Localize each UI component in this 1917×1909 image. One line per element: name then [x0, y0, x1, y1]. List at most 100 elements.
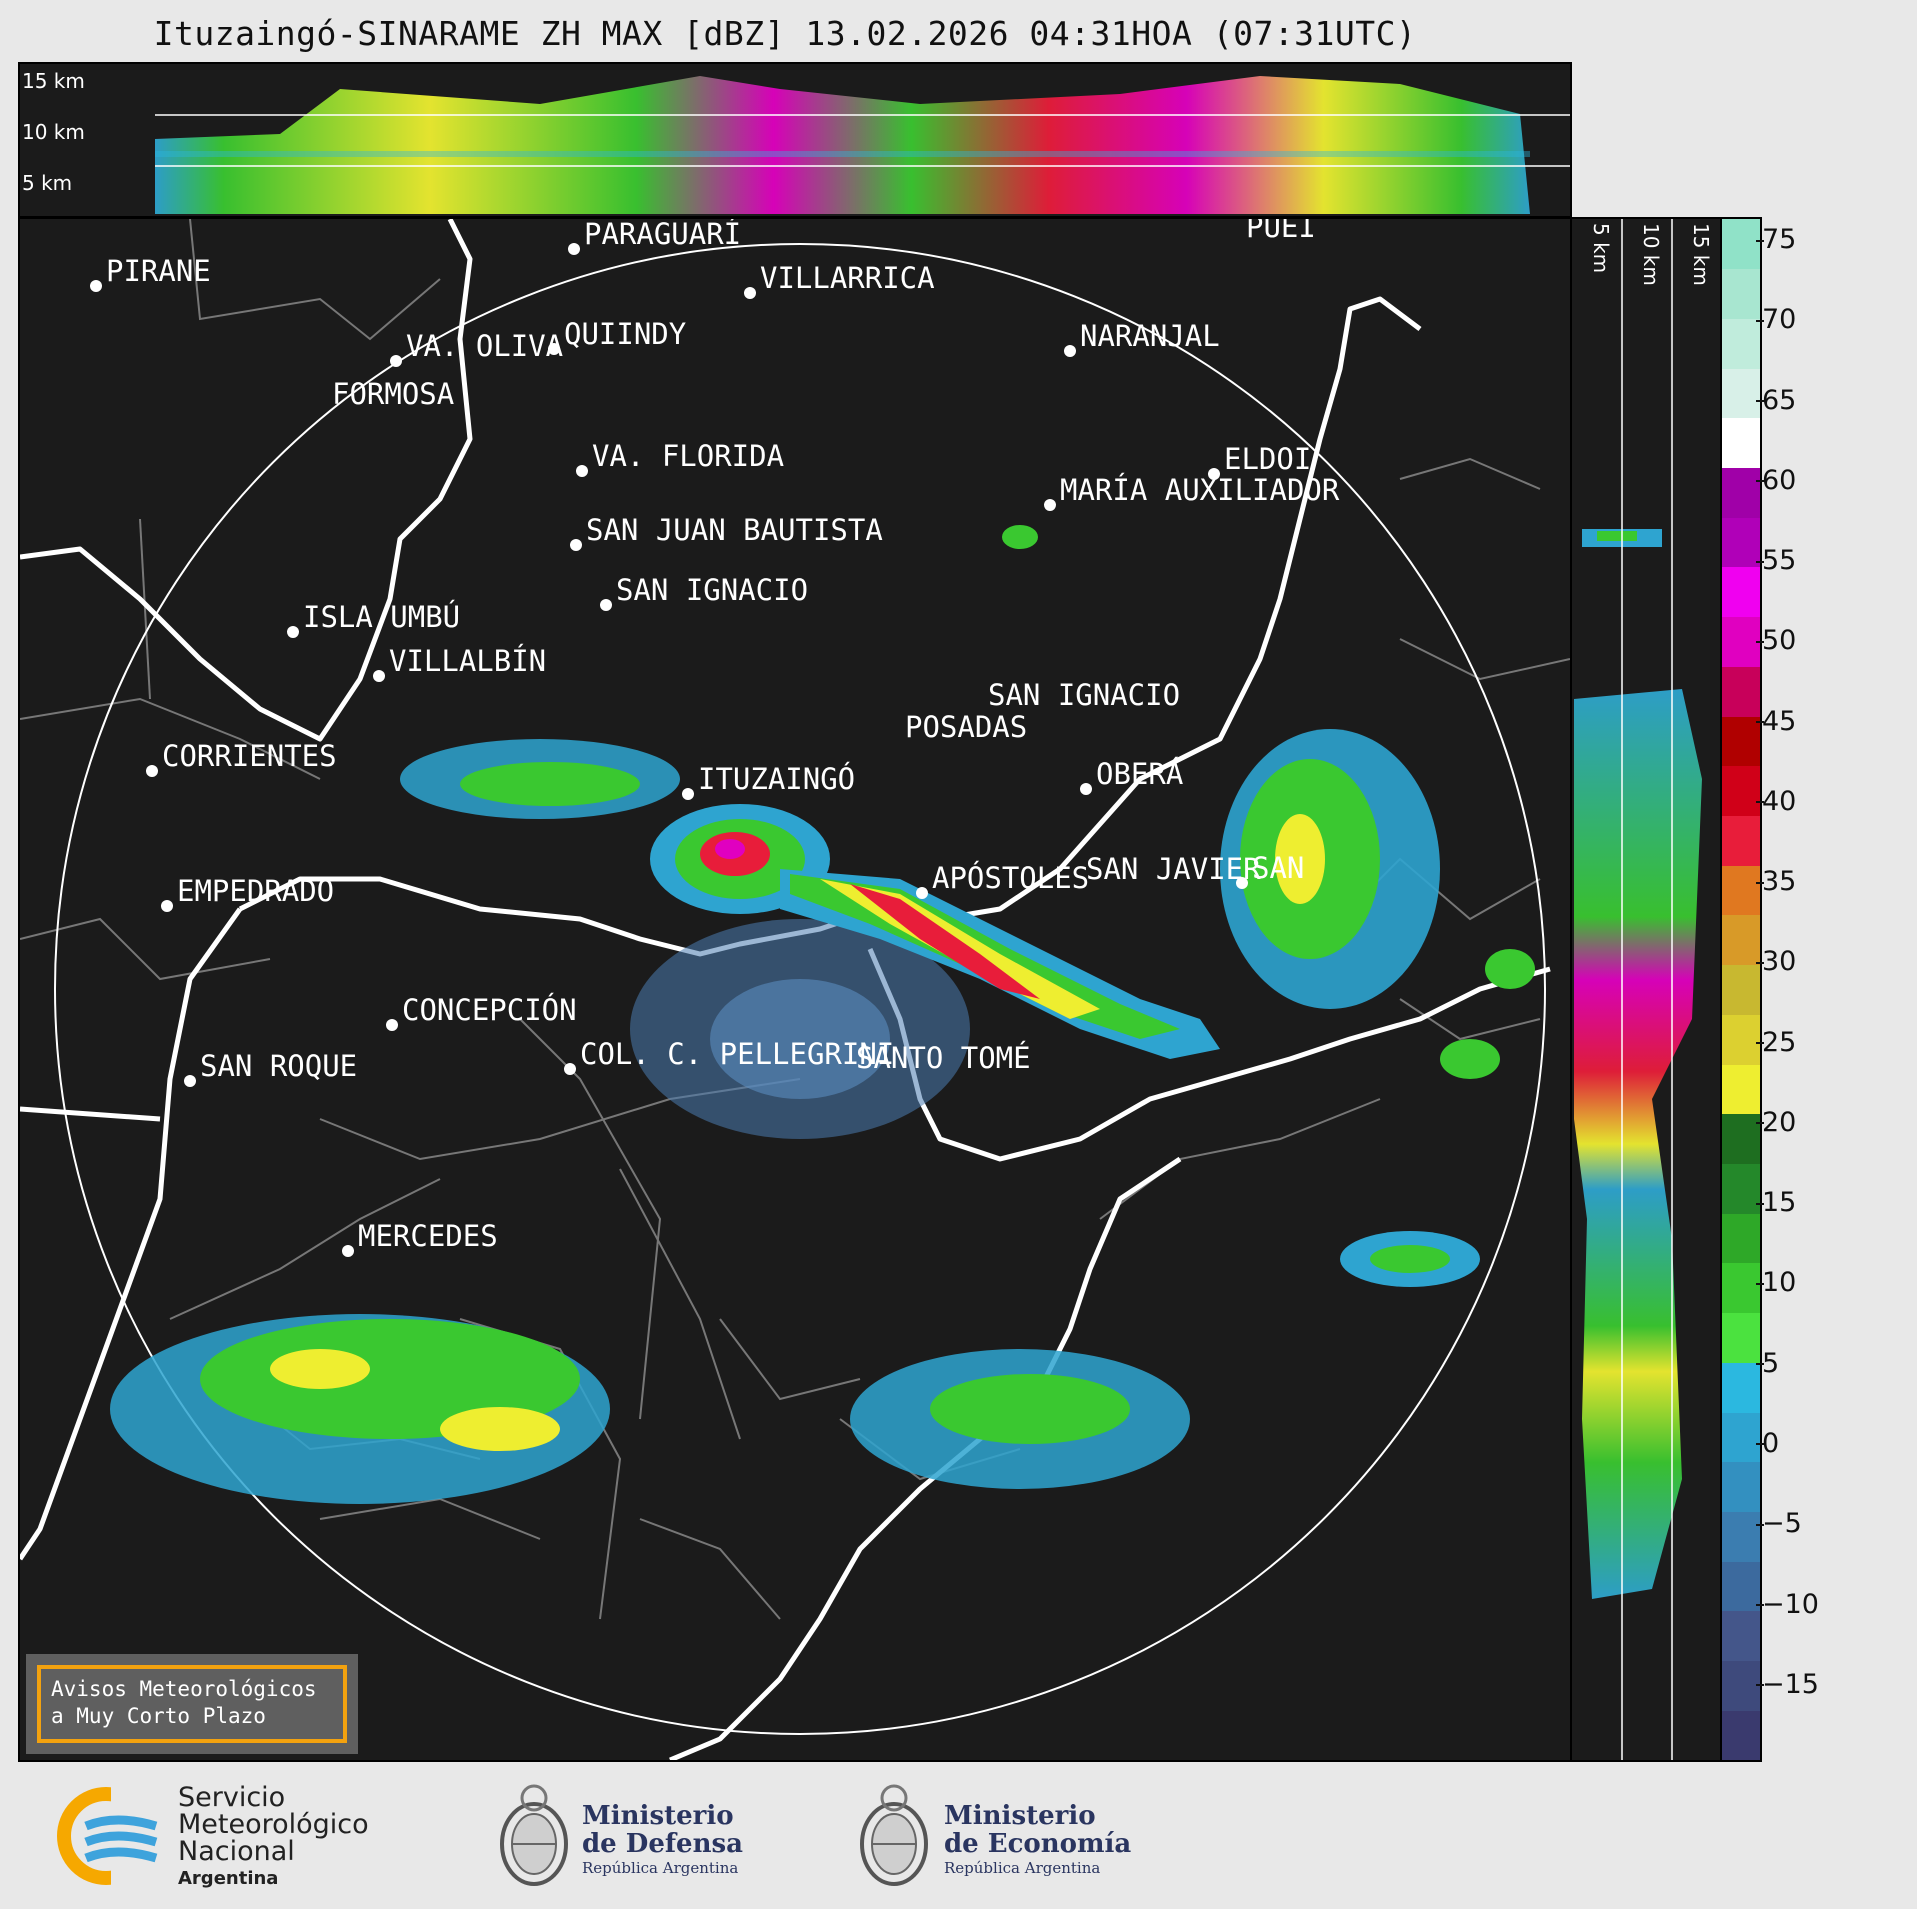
colorbar-tick-label: 5 — [1755, 1347, 1780, 1379]
city-marker — [146, 765, 158, 777]
city-label: MERCEDES — [358, 1219, 498, 1253]
city-marker — [744, 287, 756, 299]
colorbar-tick-label: −15 — [1756, 1668, 1819, 1700]
colorbar-segment — [1722, 964, 1760, 1015]
height-label-5km-v: 5 km — [1589, 223, 1613, 273]
city-label: SANTO TOMÉ — [856, 1041, 1031, 1075]
city-marker — [184, 1075, 196, 1087]
city-marker — [90, 280, 102, 292]
city-marker — [287, 626, 299, 638]
colorbar-segment — [1722, 368, 1760, 419]
colorbar-tick-label: 60 — [1755, 464, 1797, 496]
colorbar-segment — [1722, 1014, 1760, 1065]
chart-title: Ituzaingó-SINARAME ZH MAX [dBZ] 13.02.20… — [153, 14, 1417, 53]
colorbar-tick-label: 20 — [1755, 1106, 1797, 1138]
colorbar-segment — [1722, 914, 1760, 966]
height-label-5km: 5 km — [22, 171, 72, 195]
colorbar-segment — [1722, 566, 1760, 618]
precipitation-echoes — [110, 525, 1535, 1504]
argentina-seal-icon-2 — [860, 1784, 928, 1886]
city-label: SAN JUAN BAUTISTA — [586, 513, 883, 547]
colorbar-tick-label: −10 — [1756, 1588, 1819, 1620]
defensa-wordmark: Ministerio de Defensa República Argentin… — [582, 1801, 743, 1877]
colorbar-tick-label: 25 — [1755, 1026, 1797, 1058]
notice-box: Avisos Meteorológicos a Muy Corto Plazo — [26, 1654, 358, 1754]
city-label: ITUZAINGÓ — [698, 762, 855, 796]
city-label: CORRIENTES — [162, 739, 337, 773]
city-label: SAN IGNACIO — [988, 678, 1180, 712]
height-label-15km-v: 15 km — [1689, 223, 1713, 286]
colorbar-segment — [1722, 1312, 1760, 1363]
city-label: FORMOSA — [332, 377, 454, 411]
radar-map[interactable]: PIRANE PARAGUARÍ VILLARRICA PUEI VA. OLIVA QU… — [18, 217, 1572, 1762]
city-label: CONCEPCIÓN — [402, 993, 577, 1027]
colorbar-tick-label: −5 — [1756, 1508, 1802, 1540]
city-label: SAN — [1252, 851, 1304, 885]
city-marker — [1236, 877, 1248, 889]
colorbar-segment — [1722, 517, 1760, 568]
city-marker — [568, 243, 580, 255]
colorbar-tick-label: 55 — [1755, 545, 1797, 577]
colorbar-segment — [1722, 1461, 1760, 1512]
colorbar-segment — [1722, 318, 1760, 369]
city-label: APÓSTOLES — [932, 861, 1089, 895]
colorbar-segment — [1722, 1064, 1760, 1115]
city-marker — [1208, 468, 1220, 480]
argentina-seal-icon — [500, 1784, 568, 1886]
echo-profile-vertical — [1574, 689, 1702, 1599]
colorbar-segment — [1722, 666, 1760, 717]
colorbar-tick-label: 35 — [1755, 866, 1797, 898]
city-marker — [682, 788, 694, 800]
city-marker — [564, 1063, 576, 1075]
colorbar-segment — [1722, 865, 1760, 916]
colorbar-tick-label: 15 — [1755, 1187, 1797, 1219]
city-marker — [570, 539, 582, 551]
range-ring — [54, 243, 1546, 1735]
colorbar-segment — [1722, 1163, 1760, 1214]
footer: Servicio Meteorológico Nacional Argentin… — [0, 1762, 1917, 1909]
colorbar-segment — [1722, 1660, 1760, 1711]
colorbar-segment — [1722, 1262, 1760, 1314]
colorbar-segment — [1722, 1362, 1760, 1413]
colorbar-tick-label: 70 — [1755, 304, 1797, 336]
height-label-10km-v: 10 km — [1639, 223, 1663, 286]
city-label: OBERÁ — [1096, 757, 1183, 791]
colorbar-tick-label: 0 — [1755, 1427, 1780, 1459]
colorbar — [1720, 217, 1762, 1762]
city-label: NARANJAL — [1080, 319, 1220, 353]
city-label: SAN IGNACIO — [616, 573, 808, 607]
city-label: PARAGUARÍ — [584, 219, 741, 251]
city-marker — [373, 670, 385, 682]
city-marker — [1080, 783, 1092, 795]
height-label-15km: 15 km — [22, 69, 85, 93]
height-label-10km: 10 km — [22, 120, 85, 144]
city-marker — [386, 1019, 398, 1031]
city-marker — [916, 887, 928, 899]
city-label: PUEI — [1246, 219, 1316, 244]
colorbar-tick-label: 75 — [1755, 224, 1797, 256]
colorbar-segment — [1722, 1511, 1760, 1562]
city-label: ISLA UMBÚ — [303, 600, 460, 634]
colorbar-tick-label: 65 — [1755, 384, 1797, 416]
colorbar-tick-label: 40 — [1755, 785, 1797, 817]
colorbar-segment — [1722, 765, 1760, 816]
colorbar-segment — [1722, 1610, 1760, 1662]
city-label: VILLARRICA — [760, 261, 935, 295]
city-label: VA. FLORIDA — [592, 439, 784, 473]
city-marker — [161, 900, 173, 912]
colorbar-segment — [1722, 219, 1760, 270]
city-label: MARÍA AUXILIADOR — [1060, 473, 1340, 507]
city-label: QUIINDY — [564, 317, 686, 351]
colorbar-segment — [1722, 417, 1760, 469]
colorbar-segment — [1722, 815, 1760, 866]
colorbar-segment — [1722, 1561, 1760, 1612]
top-cross-section: 15 km 10 km 5 km — [18, 62, 1572, 218]
colorbar-tick-label: 45 — [1755, 705, 1797, 737]
echo-profile — [155, 76, 1530, 214]
colorbar-tick-label: 10 — [1755, 1267, 1797, 1299]
colorbar-segment — [1722, 716, 1760, 767]
economia-wordmark: Ministerio de Economía República Argenti… — [944, 1801, 1132, 1877]
city-label: EMPEDRADO — [177, 874, 334, 908]
city-label: POSADAS — [905, 710, 1027, 744]
city-label: PIRANE — [106, 254, 211, 288]
